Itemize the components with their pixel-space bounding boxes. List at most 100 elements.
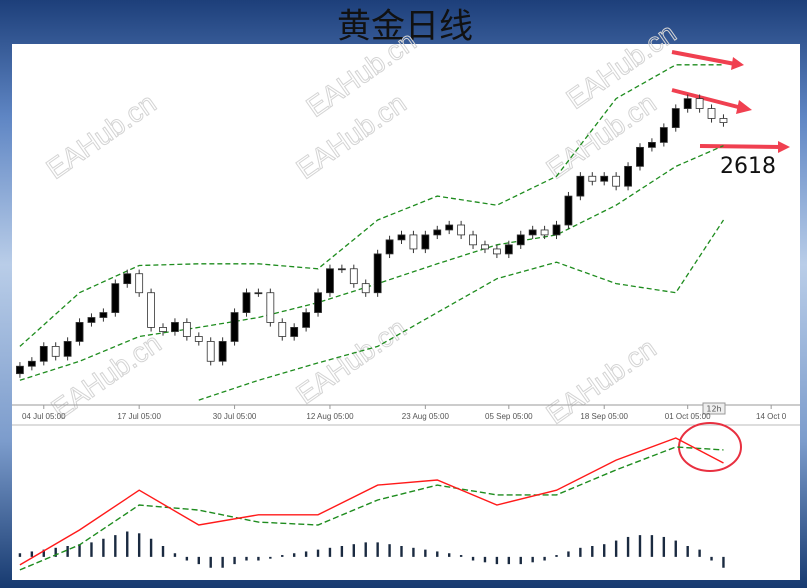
macd-histogram-bar <box>555 555 558 557</box>
candle-body <box>218 341 227 362</box>
candle-body <box>624 165 632 187</box>
arrow <box>699 144 781 149</box>
candle-body <box>361 283 370 294</box>
candle-body <box>719 118 728 123</box>
macd-histogram-bar <box>412 547 415 557</box>
macd-histogram-bar <box>674 540 677 557</box>
x-tick-label: 01 Oct 05:00 <box>665 412 711 421</box>
candle-body <box>314 292 322 313</box>
candle-body <box>385 239 394 255</box>
x-tick-label: 04 Jul 05:00 <box>22 412 66 421</box>
candle-body <box>576 175 585 197</box>
macd-histogram-bar <box>722 556 725 568</box>
macd-histogram-bar <box>603 544 606 557</box>
macd-histogram-bar <box>364 542 367 557</box>
arrow-head <box>731 57 744 70</box>
macd-histogram-bar <box>245 556 248 561</box>
macd-histogram-bar <box>328 547 332 557</box>
macd-histogram-bar <box>591 546 594 557</box>
macd-histogram-bar <box>137 533 141 557</box>
price-annotation: 2618 <box>720 154 776 179</box>
x-tick-label: 12 Aug 05:00 <box>306 412 354 421</box>
x-tick-label: 23 Aug 05:00 <box>402 412 450 421</box>
candle-body <box>111 283 120 313</box>
candle-body <box>16 365 24 375</box>
candle-body <box>540 229 549 236</box>
macd-histogram-bar <box>292 553 296 557</box>
x-tick-label: 30 Jul 05:00 <box>213 412 257 421</box>
macd-histogram-bar <box>209 556 212 568</box>
candle-body <box>27 360 36 367</box>
arrow-head <box>736 100 752 114</box>
macd-histogram-bar <box>567 551 570 557</box>
macd-line <box>19 437 724 566</box>
candle-body <box>254 292 263 295</box>
x-tick-label: 14 Oct 0 <box>756 412 787 421</box>
candle-body <box>504 244 513 255</box>
macd-histogram-bar <box>316 549 320 557</box>
arrow-head <box>778 141 790 153</box>
candle-body <box>349 268 358 285</box>
candle-body <box>445 224 454 231</box>
candle-body <box>266 292 275 323</box>
macd-histogram-bar <box>114 535 117 557</box>
candle-body <box>397 234 406 241</box>
candle-body <box>39 346 48 362</box>
candle-body <box>373 253 382 294</box>
candle-body <box>230 312 239 342</box>
macd-histogram-bar <box>30 551 34 557</box>
candle-body <box>278 322 287 337</box>
macd-histogram-bar <box>650 535 654 557</box>
macd-histogram-bar <box>78 544 81 557</box>
macd-histogram-bar <box>42 549 45 557</box>
candle-body <box>99 312 108 318</box>
macd-histogram-bar <box>686 546 689 557</box>
macd-histogram-bar <box>579 547 582 557</box>
x-tick-label: 05 Sep 05:00 <box>485 412 533 421</box>
candle-body <box>337 268 346 271</box>
candle-body <box>302 312 311 328</box>
candle-body <box>75 322 84 342</box>
x-tick-label: 17 Jul 05:00 <box>117 412 161 421</box>
macd-histogram-bar <box>269 556 272 559</box>
macd-histogram-bar <box>197 556 200 565</box>
candle-body <box>242 292 251 313</box>
period-label: 12h <box>706 405 721 414</box>
macd-histogram-bar <box>185 556 189 561</box>
macd-histogram-bar <box>400 546 403 557</box>
macd-histogram-bar <box>281 555 284 557</box>
macd-histogram-bar <box>376 542 379 557</box>
macd-histogram-bar <box>447 553 451 557</box>
candle-body <box>492 248 501 255</box>
candle-body <box>564 195 573 226</box>
macd-histogram-bar <box>54 547 57 557</box>
chart-title: 黄金日线 <box>337 7 473 47</box>
candle-body <box>707 108 716 119</box>
macd-histogram-bar <box>483 556 487 563</box>
candle-body <box>481 244 489 250</box>
macd-histogram-bar <box>102 538 105 557</box>
macd-histogram-bar <box>257 556 260 561</box>
arrow <box>671 50 736 66</box>
candle-body <box>671 108 680 128</box>
macd-histogram-bar <box>149 538 153 557</box>
candle-body <box>147 292 155 328</box>
candle-body <box>421 234 430 250</box>
chart-panel <box>12 44 800 580</box>
candle-body <box>326 268 334 294</box>
candle-body <box>528 229 537 236</box>
macd-histogram-bar <box>626 536 630 557</box>
macd-histogram-bar <box>424 549 427 557</box>
macd-histogram-bar <box>352 544 356 557</box>
macd-histogram-bar <box>698 549 701 557</box>
candle-body <box>123 273 132 285</box>
macd-histogram-bar <box>173 553 177 557</box>
candle-body <box>588 175 597 182</box>
candle-body <box>469 234 477 246</box>
candle-body <box>516 234 525 246</box>
candle-body <box>194 336 203 342</box>
candle-body <box>409 234 418 250</box>
macd-histogram-bar <box>221 556 224 568</box>
candle-body <box>648 142 656 148</box>
